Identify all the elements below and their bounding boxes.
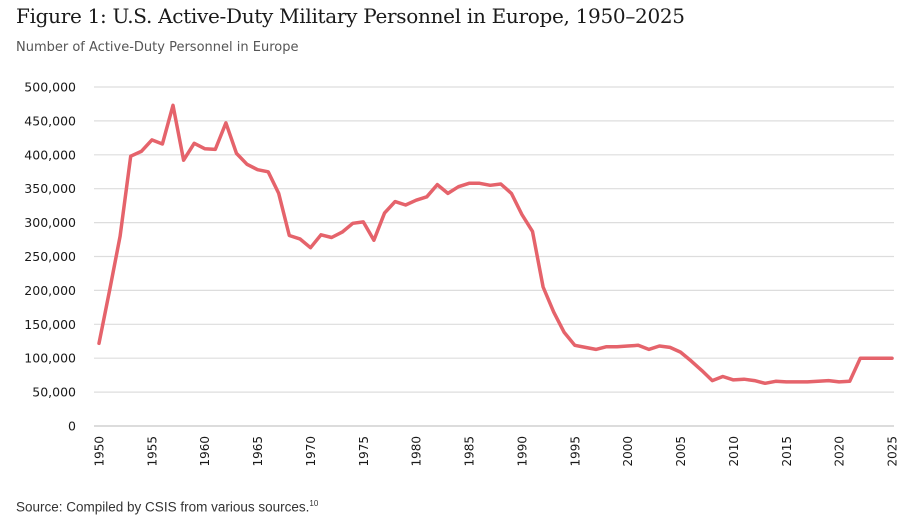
y-tick-label: 50,000	[32, 385, 76, 400]
x-tick-label: 2020	[833, 436, 847, 467]
x-tick-label: 2000	[621, 436, 635, 467]
x-tick-label: 1960	[198, 436, 212, 467]
chart-title: Figure 1: U.S. Active-Duty Military Pers…	[16, 4, 685, 28]
source-text: Source: Compiled by CSIS from various so…	[16, 499, 310, 515]
x-tick-label: 2010	[727, 436, 741, 467]
y-tick-label: 400,000	[24, 147, 76, 162]
footnote-marker: 10	[309, 499, 319, 508]
x-tick-label: 2005	[674, 436, 688, 467]
y-axis-ticks: 0 50,000 100,000 150,000 200,000 250,000 300,0…	[24, 80, 76, 434]
x-tick-label: 1955	[145, 436, 159, 467]
y-tick-label: 250,000	[24, 249, 76, 264]
source-note: Source: Compiled by CSIS from various so…	[16, 499, 318, 515]
x-tick-label: 1965	[251, 436, 265, 467]
y-tick-label: 500,000	[24, 80, 76, 95]
y-tick-label: 300,000	[24, 215, 76, 230]
x-tick-label: 1990	[515, 436, 529, 467]
x-tick-label: 1970	[304, 436, 318, 467]
gridlines	[94, 86, 894, 427]
x-tick-label: 2025	[886, 436, 900, 467]
y-tick-label: 450,000	[24, 113, 76, 128]
y-tick-label: 0	[68, 419, 76, 434]
series-group	[97, 103, 894, 386]
y-tick-label: 200,000	[24, 283, 76, 298]
chart-subtitle: Number of Active-Duty Personnel in Europ…	[16, 40, 299, 55]
x-tick-label: 2015	[780, 436, 794, 467]
x-tick-label: 1975	[357, 436, 371, 467]
x-tick-label: 1985	[463, 436, 477, 467]
x-tick-label: 1980	[410, 436, 424, 467]
y-tick-label: 150,000	[24, 317, 76, 332]
y-tick-label: 350,000	[24, 181, 76, 196]
x-axis-ticks: 1950 1955 1960 1965 1970 1975 1980 1985 1990 1995…	[93, 436, 900, 467]
y-tick-label: 100,000	[24, 351, 76, 366]
series-line	[97, 103, 894, 386]
x-tick-label: 1950	[93, 436, 107, 467]
x-tick-label: 1995	[568, 436, 582, 467]
